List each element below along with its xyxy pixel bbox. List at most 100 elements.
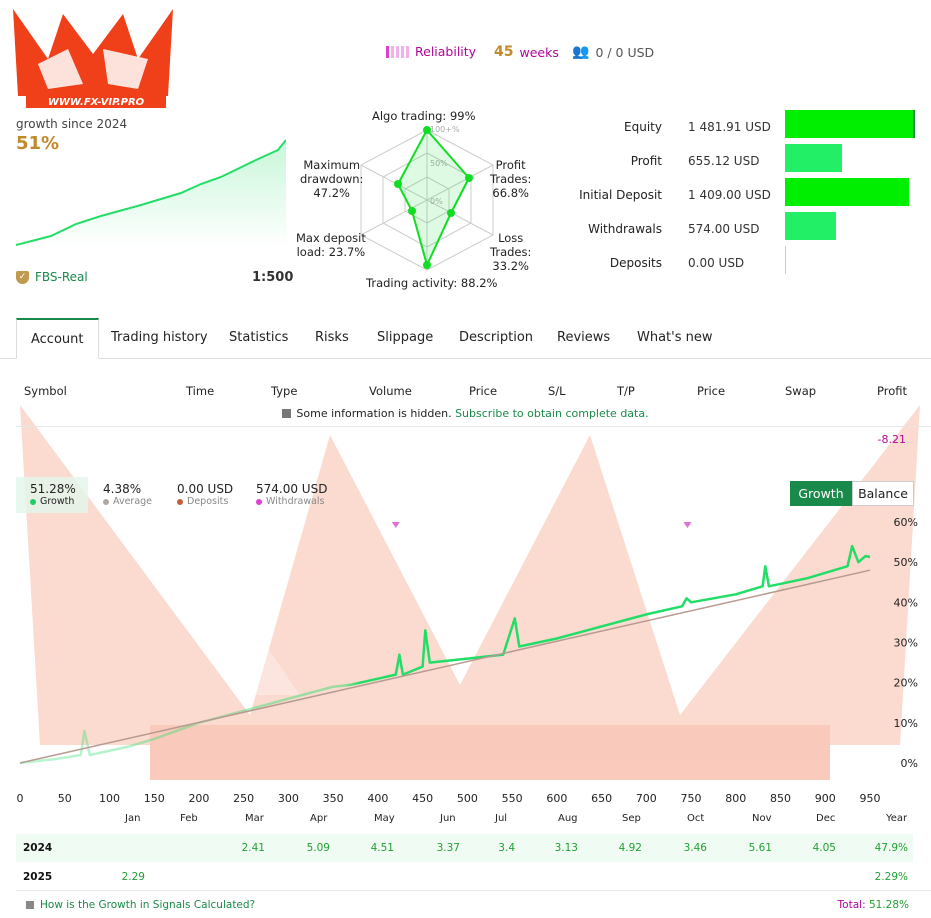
row-year: 2025	[23, 871, 53, 883]
radar-scale-0: 0%	[430, 197, 443, 206]
x-tick-label: 400	[367, 792, 388, 805]
radar-chart: 100+% 50% 0%	[360, 125, 494, 271]
col-price-close: Price	[697, 384, 726, 398]
weeks-value: 45	[494, 44, 514, 60]
legend-dot-icon	[103, 498, 109, 505]
y-tick-label: 10%	[894, 717, 918, 730]
stat-label: Equity	[624, 120, 662, 134]
stat-row-profit: Profit 655.12 USD	[560, 144, 930, 178]
tab-trading-history[interactable]: Trading history	[111, 330, 208, 345]
info-icon	[282, 409, 292, 418]
legend-label: Average	[113, 496, 153, 507]
broker-name: FBS-Real	[35, 270, 88, 284]
legend-withdrawals[interactable]: 574.00 USD Withdrawals	[256, 482, 327, 507]
month-header: Apr	[310, 813, 328, 824]
stat-label: Deposits	[609, 256, 662, 270]
month-header: May	[374, 813, 395, 824]
balance-button[interactable]: Balance	[852, 481, 914, 506]
y-tick-label: 50%	[894, 556, 918, 569]
dd-l3: 47.2%	[313, 186, 350, 200]
tab-account[interactable]: Account	[16, 318, 99, 359]
stat-value: 0.00 USD	[688, 256, 745, 270]
x-tick-label: 500	[457, 792, 478, 805]
total-profit: -8.21	[877, 433, 906, 446]
month-header: Jun	[440, 813, 456, 824]
subscribe-link[interactable]: Subscribe to obtain complete data.	[455, 407, 649, 420]
x-tick-label: 0	[17, 792, 24, 805]
month-value: 3.4	[498, 842, 515, 854]
stat-bar	[785, 246, 786, 274]
x-tick-label: 150	[144, 792, 165, 805]
legend-value: 51.28%	[30, 482, 76, 496]
legend-value: 4.38%	[103, 482, 142, 496]
radar-label-loss: Loss Trades: 33.2%	[490, 231, 531, 273]
x-tick-label: 650	[591, 792, 612, 805]
y-tick-label: 30%	[894, 637, 918, 650]
growth-button[interactable]: Growth	[790, 481, 852, 506]
month-header: Nov	[752, 813, 772, 824]
stat-row-deposits: Deposits 0.00 USD	[560, 246, 930, 280]
profit-l3: 66.8%	[492, 186, 529, 200]
svg-text:WWW.FX-VIP.PRO: WWW.FX-VIP.PRO	[48, 97, 145, 108]
weeks-label: weeks	[519, 44, 559, 60]
growth-help-link[interactable]: How is the Growth in Signals Calculated?	[26, 899, 255, 911]
legend-average[interactable]: 4.38% Average	[103, 482, 152, 507]
month-value: 2.41	[241, 842, 265, 854]
tab-reviews[interactable]: Reviews	[557, 330, 611, 345]
month-header: Jul	[495, 813, 508, 824]
month-value: 2.29	[121, 871, 145, 883]
subscribers-icon: 👥	[572, 44, 590, 60]
svg-text:I: I	[88, 63, 97, 87]
mini-growth-chart	[16, 139, 286, 248]
broker-link[interactable]: ✓ FBS-Real	[16, 270, 88, 284]
x-tick-label: 100	[99, 792, 120, 805]
radar-scale-100: 100+%	[430, 125, 460, 134]
weeks-indicator: 45 weeks	[494, 44, 559, 60]
col-tp: T/P	[617, 384, 635, 398]
month-value: 2.29%	[874, 871, 908, 883]
legend-value: 574.00 USD	[256, 482, 328, 496]
month-header: Aug	[558, 813, 578, 824]
reliability-label: Reliability	[415, 44, 477, 59]
radar-label-activity: Trading activity: 88.2%	[366, 276, 498, 290]
reliability-indicator[interactable]: Reliability	[386, 44, 476, 59]
tab-slippage[interactable]: Slippage	[377, 330, 434, 345]
legend-growth[interactable]: 51.28% Growth	[30, 482, 76, 507]
load-l1: Max deposit	[296, 231, 366, 245]
total-value: 51.28%	[868, 899, 909, 911]
stat-value: 574.00 USD	[688, 222, 760, 236]
fx-vip-logo: I WWW.FX-VIP.PRO	[8, 4, 178, 110]
x-tick-label: 350	[323, 792, 344, 805]
load-l2: load: 23.7%	[296, 245, 366, 259]
dd-l1: Maximum	[303, 158, 361, 172]
hidden-text: Some information is hidden.	[296, 407, 452, 420]
tab-risks[interactable]: Risks	[315, 330, 349, 345]
tab-description[interactable]: Description	[459, 330, 534, 345]
stat-row-withdrawals: Withdrawals 574.00 USD	[560, 212, 930, 246]
x-tick-label: 750	[681, 792, 702, 805]
stat-row-initial-deposit: Initial Deposit 1 409.00 USD	[560, 178, 930, 212]
radar-label-algo: Algo trading: 99%	[372, 109, 476, 123]
dd-l2: drawdown:	[300, 172, 364, 186]
legend-dot-icon	[256, 498, 262, 505]
month-value: 3.46	[683, 842, 707, 854]
stat-label: Profit	[630, 154, 662, 168]
stat-value: 1 409.00 USD	[688, 188, 771, 202]
radar-scale-50: 50%	[430, 159, 448, 168]
y-tick-label: 20%	[894, 677, 918, 690]
col-type: Type	[271, 384, 298, 398]
stat-row-equity: Equity 1 481.91 USD	[560, 110, 930, 144]
month-value: 5.61	[748, 842, 772, 854]
series-growth-line	[19, 544, 871, 765]
x-tick-label: 550	[502, 792, 523, 805]
radar-point-loss	[447, 209, 455, 217]
hidden-info-message: Some information is hidden. Subscribe to…	[0, 407, 931, 420]
month-header: Feb	[180, 813, 198, 824]
x-tick-label: 900	[815, 792, 836, 805]
legend-deposits[interactable]: 0.00 USD Deposits	[177, 482, 233, 507]
tab-statistics[interactable]: Statistics	[229, 330, 289, 345]
tab-whats-new[interactable]: What's new	[637, 330, 713, 345]
stat-label: Initial Deposit	[579, 188, 662, 202]
month-value: 3.13	[554, 842, 578, 854]
month-value: 5.09	[306, 842, 330, 854]
